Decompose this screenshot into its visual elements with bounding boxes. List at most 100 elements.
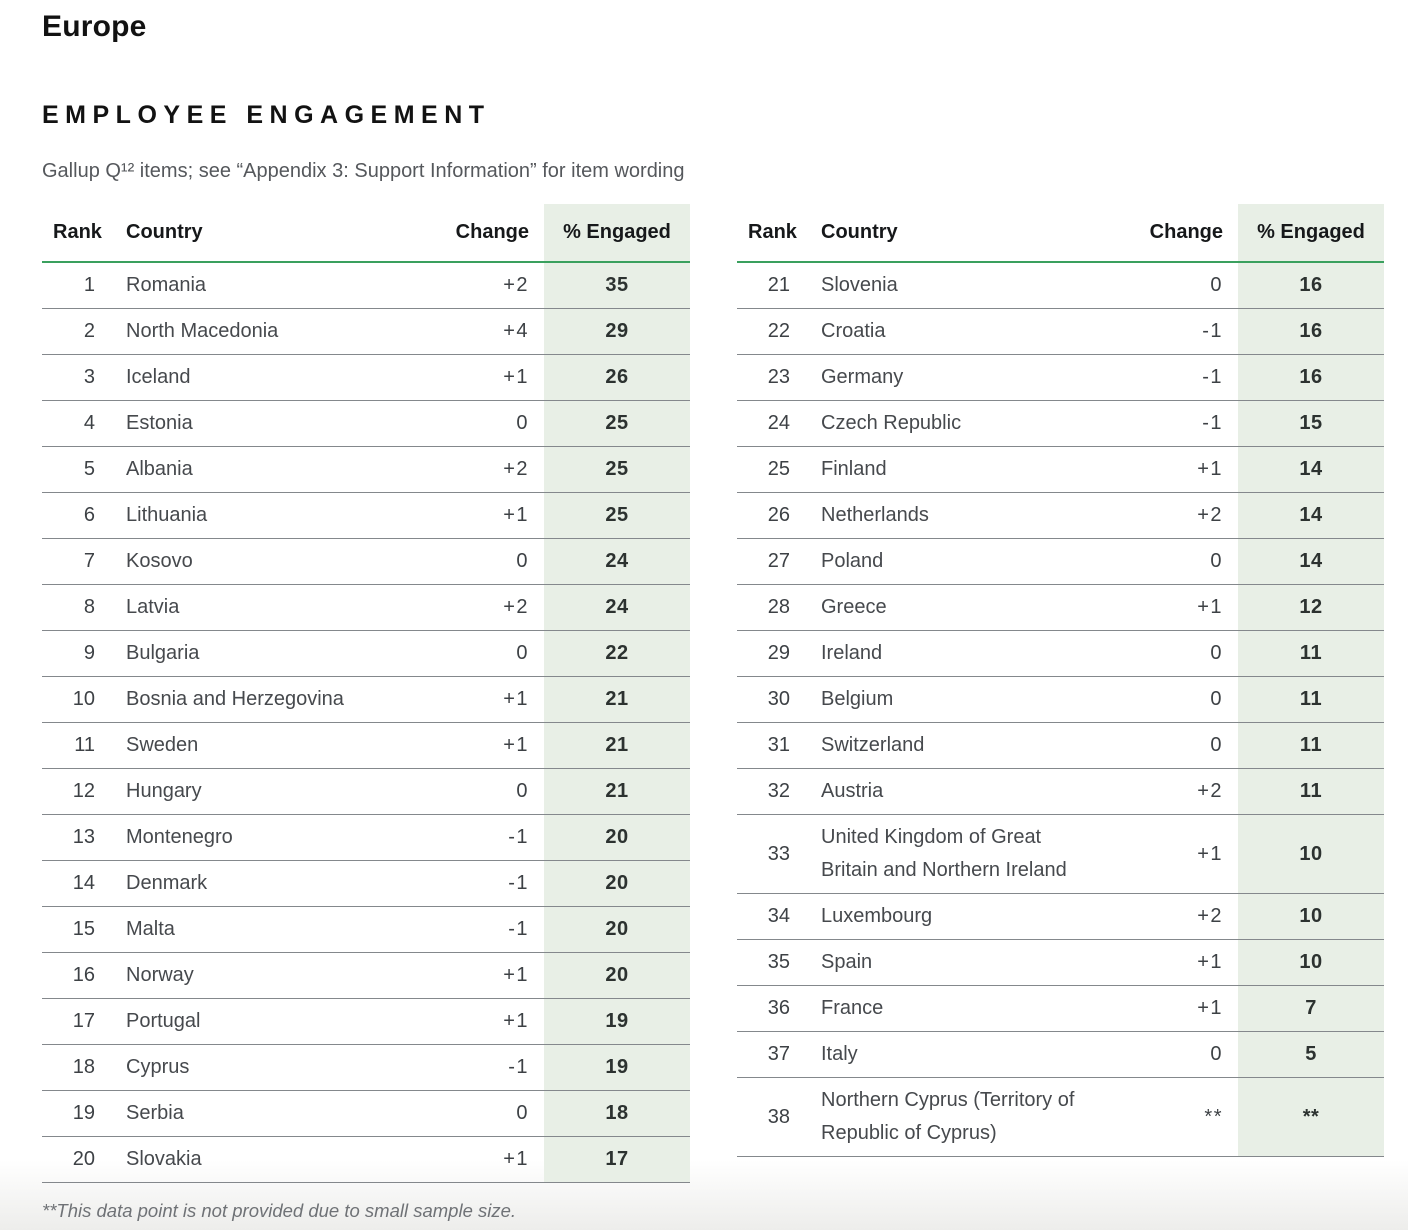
country-cell: Portugal [126, 1010, 201, 1032]
change-cell: +1 [503, 688, 529, 710]
change-cell: 0 [516, 780, 529, 802]
rank-cell: 20 [72, 1148, 95, 1170]
rank-cell: 37 [767, 1043, 790, 1065]
header-country: Country [126, 221, 203, 243]
engaged-cell: 11 [1238, 630, 1384, 677]
header-engaged: % Engaged [544, 204, 690, 262]
table-row: 31 Switzerland 0 11 [737, 722, 1384, 769]
table-row: 38 Northern Cyprus (Territory of Republic… [737, 1077, 1384, 1157]
footnote: **This data point is not provided due to… [42, 1200, 517, 1221]
rank-cell: 3 [83, 366, 95, 388]
engaged-cell: 24 [544, 538, 690, 585]
engaged-cell: 15 [1238, 400, 1384, 447]
rank-cell: 9 [83, 642, 95, 664]
rank-cell: 17 [72, 1010, 95, 1032]
table-row: 20 Slovakia +1 17 [42, 1136, 690, 1183]
engaged-cell: 10 [1238, 814, 1384, 894]
rank-cell: 14 [72, 872, 95, 894]
change-cell: +1 [503, 1148, 529, 1170]
country-cell: Slovakia [126, 1148, 202, 1170]
rank-cell: 13 [72, 826, 95, 848]
country-cell: Netherlands [821, 504, 929, 526]
change-cell: -1 [508, 872, 529, 894]
country-cell: Switzerland [821, 734, 925, 756]
rank-cell: 10 [72, 688, 95, 710]
change-cell: +4 [503, 320, 529, 342]
section-title: EMPLOYEE ENGAGEMENT [42, 101, 491, 129]
country-cell: Lithuania [126, 504, 208, 526]
rank-cell: 24 [767, 412, 790, 434]
engaged-cell: 10 [1238, 893, 1384, 940]
rank-cell: 2 [83, 320, 95, 342]
table-row: 16 Norway +1 20 [42, 952, 690, 999]
engaged-cell: 10 [1238, 939, 1384, 986]
rank-cell: 11 [74, 734, 95, 756]
engaged-cell: 19 [544, 1044, 690, 1091]
engaged-cell: 29 [544, 308, 690, 355]
country-cell: Germany [821, 366, 904, 388]
rank-cell: 5 [83, 458, 95, 480]
change-cell: 0 [1210, 274, 1223, 296]
engaged-cell: 25 [544, 492, 690, 539]
country-cell: Slovenia [821, 274, 898, 296]
country-cell: Luxembourg [821, 905, 933, 927]
country-cell: Czech Republic [821, 412, 962, 434]
header-rank: Rank [53, 221, 102, 243]
change-cell: +1 [1197, 951, 1223, 973]
change-cell: +1 [503, 734, 529, 756]
engaged-cell: 16 [1238, 262, 1384, 309]
rank-cell: 31 [767, 734, 790, 756]
table-row: 6 Lithuania +1 25 [42, 492, 690, 539]
table-row: 37 Italy 0 5 [737, 1031, 1384, 1078]
change-cell: ** [1204, 1105, 1223, 1128]
change-cell: 0 [516, 412, 529, 434]
engaged-cell: 11 [1238, 676, 1384, 723]
engaged-cell: 20 [544, 906, 690, 953]
engaged-cell: 14 [1238, 446, 1384, 493]
table-row: 18 Cyprus -1 19 [42, 1044, 690, 1091]
country-cell: France [821, 997, 884, 1019]
rank-cell: 8 [83, 596, 95, 618]
table-row: 4 Estonia 0 25 [42, 400, 690, 447]
change-cell: +1 [503, 366, 529, 388]
header-engaged: % Engaged [1238, 204, 1384, 262]
table-row: 23 Germany -1 16 [737, 354, 1384, 401]
engaged-cell: 25 [544, 446, 690, 493]
rank-cell: 1 [83, 274, 95, 296]
change-cell: +1 [503, 964, 529, 986]
country-cell: Latvia [126, 596, 180, 618]
rank-cell: 6 [83, 504, 95, 526]
engaged-cell: 20 [544, 814, 690, 861]
rank-cell: 33 [767, 842, 790, 865]
engaged-cell: 14 [1238, 538, 1384, 585]
table-row: 33 United Kingdom of Great Britain and No… [737, 814, 1384, 894]
country-cell: Northern Cyprus (Territory of Republic o… [821, 1089, 1075, 1144]
rank-cell: 35 [767, 951, 790, 973]
engaged-cell: 11 [1238, 722, 1384, 769]
table-row: 1 Romania +2 35 [42, 262, 690, 309]
engaged-cell: 26 [544, 354, 690, 401]
country-cell: Kosovo [126, 550, 193, 572]
rank-cell: 28 [767, 596, 790, 618]
change-cell: +1 [503, 504, 529, 526]
rank-cell: 4 [83, 412, 95, 434]
change-cell: +2 [503, 596, 529, 618]
engaged-cell: ** [1238, 1077, 1384, 1157]
engaged-cell: 21 [544, 768, 690, 815]
engaged-cell: 22 [544, 630, 690, 677]
table-row: 22 Croatia -1 16 [737, 308, 1384, 355]
table-row: 14 Denmark -1 20 [42, 860, 690, 907]
change-cell: -1 [508, 918, 529, 940]
engaged-cell: 11 [1238, 768, 1384, 815]
table-header-row: Rank Country Change % Engaged [42, 204, 690, 262]
engaged-cell: 21 [544, 676, 690, 723]
rank-cell: 32 [767, 780, 790, 802]
section-subtitle: Gallup Q¹² items; see “Appendix 3: Suppo… [42, 160, 685, 182]
change-cell: 0 [1210, 642, 1223, 664]
rank-cell: 34 [767, 905, 790, 927]
header-change: Change [455, 221, 529, 243]
table-row: 15 Malta -1 20 [42, 906, 690, 953]
country-cell: Belgium [821, 688, 894, 710]
engaged-cell: 35 [544, 262, 690, 309]
